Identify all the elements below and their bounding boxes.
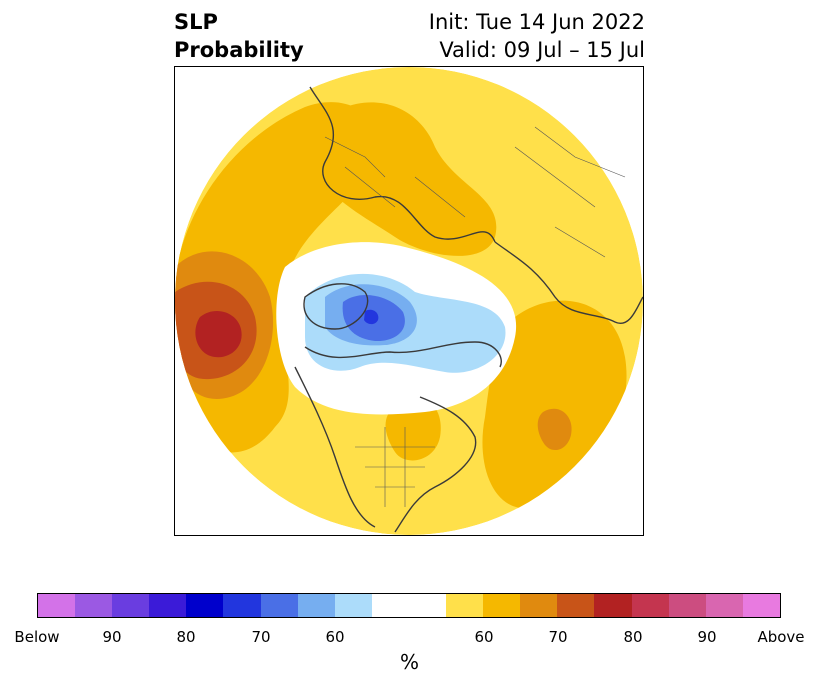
map-panel [174,66,644,536]
colorbar [37,593,781,618]
coast-europe [309,86,496,243]
colorbar-segment [149,594,187,617]
tick-above-60: 60 [474,628,494,646]
tick-above-70: 70 [548,628,568,646]
title-variable: SLP [174,10,218,34]
coast-north-america [294,366,477,533]
tick-above: Above [757,628,805,646]
colorbar-segment [186,594,224,617]
colorbar-unit: % [399,650,419,674]
title-field: Probability [174,38,304,62]
colorbar-segment [297,594,335,617]
tick-below-70: 70 [251,628,271,646]
colorbar-segment [631,594,669,617]
coast-greenland [303,283,369,330]
map-dates: Init: Tue 14 Jun 2022 Valid: 09 Jul – 15… [429,8,645,64]
colorbar-segment [334,594,372,617]
tick-below-60: 60 [325,628,345,646]
region-above-80-west [195,310,242,358]
colorbar-tick-labels: Below 90 80 70 60 60 70 80 90 Above [0,628,819,646]
coastlines [294,86,643,533]
colorbar-segment [705,594,743,617]
region-above-60-europe [315,102,497,256]
colorbar-segment [742,594,780,617]
colorbar-segment [668,594,706,617]
colorbar-segment [557,594,595,617]
region-above-60-america [385,398,441,461]
colorbar-segment [446,594,484,617]
colorbar-segment [371,594,447,617]
valid-range: Valid: 09 Jul – 15 Jul [439,38,645,62]
region-above-70-east [537,408,572,451]
colorbar-segment [112,594,150,617]
colorbar-segment [75,594,113,617]
colorbar-segment [594,594,632,617]
colorbar-segment [38,594,76,617]
probability-map [175,67,643,535]
map-title: SLP Probability [174,8,304,64]
tick-below: Below [14,628,60,646]
colorbar-segment [223,594,261,617]
tick-above-90: 90 [697,628,717,646]
region-below-80 [364,309,379,325]
coast-arctic-america [304,341,502,368]
borders [324,126,626,507]
colorbar-segment [520,594,558,617]
colorbar-segment [260,594,298,617]
init-date: Init: Tue 14 Jun 2022 [428,10,645,34]
tick-below-90: 90 [102,628,122,646]
tick-below-80: 80 [176,628,196,646]
coast-asia [494,241,643,325]
tick-above-80: 80 [623,628,643,646]
colorbar-segment [483,594,521,617]
